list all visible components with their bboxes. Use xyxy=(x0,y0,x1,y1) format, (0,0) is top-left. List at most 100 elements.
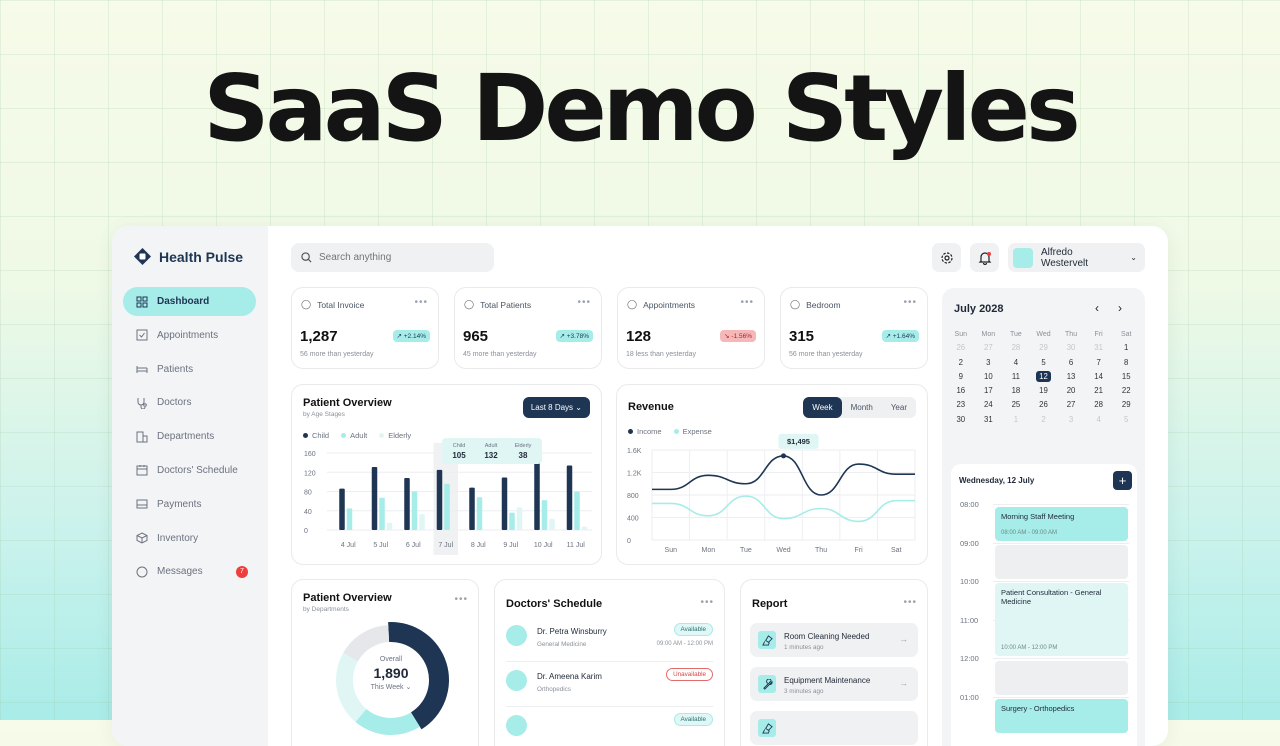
change-badge: ↗ +3.78% xyxy=(555,330,593,342)
calendar-day[interactable]: 28 xyxy=(1085,400,1113,409)
calendar-day[interactable]: 1 xyxy=(1112,343,1140,352)
empty-slot[interactable] xyxy=(995,661,1128,695)
notifications-button[interactable] xyxy=(970,243,999,272)
calendar-day[interactable]: 27 xyxy=(975,343,1003,352)
more-icon[interactable]: ••• xyxy=(454,594,468,605)
sidebar-item-dashboard[interactable]: Dashboard xyxy=(123,287,256,316)
settings-button[interactable] xyxy=(932,243,961,272)
calendar-day[interactable]: 28 xyxy=(1002,343,1030,352)
calendar-day[interactable]: 13 xyxy=(1057,372,1085,381)
calendar-day[interactable]: 27 xyxy=(1057,400,1085,409)
event-block[interactable]: Morning Staff Meeting 08:00 AM - 09:00 AM xyxy=(995,507,1128,541)
calendar-day[interactable]: 24 xyxy=(975,400,1003,409)
sidebar-item-doctors[interactable]: Doctors xyxy=(123,388,256,417)
doctor-row[interactable]: Dr. Ameena Karim Orthopedics Unavailable xyxy=(506,662,713,707)
report-item[interactable] xyxy=(750,711,918,745)
x-tick-label: Thu xyxy=(815,547,827,554)
calendar-day[interactable]: 9 xyxy=(947,372,975,381)
calendar-day[interactable]: 15 xyxy=(1112,372,1140,381)
y-tick-label: 800 xyxy=(627,493,639,500)
doctor-name: Dr. Petra Winsburry xyxy=(537,627,607,636)
legend-swatch xyxy=(628,429,633,434)
report-item[interactable]: Room Cleaning Needed 1 minutes ago → xyxy=(750,623,918,657)
bar-adult xyxy=(541,500,548,530)
sidebar-item-appointments[interactable]: Appointments xyxy=(123,321,256,350)
calendar-day[interactable]: 2 xyxy=(1030,415,1058,424)
report-item[interactable]: Equipment Maintenance 3 minutes ago → xyxy=(750,667,918,701)
calendar-day[interactable]: 25 xyxy=(1002,400,1030,409)
sidebar-item-doctors-schedule[interactable]: Doctors' Schedule xyxy=(123,456,256,485)
calendar-day[interactable]: 23 xyxy=(947,400,975,409)
tab-month[interactable]: Month xyxy=(850,403,873,412)
doctor-row[interactable]: Dr. Petra Winsburry General Medicine Avail… xyxy=(506,617,713,662)
bar-child xyxy=(371,466,378,530)
day-number: 11 xyxy=(1011,371,1020,381)
more-icon[interactable]: ••• xyxy=(903,297,917,308)
calendar-day[interactable]: 20 xyxy=(1057,386,1085,395)
calendar-day[interactable]: 22 xyxy=(1112,386,1140,395)
calendar-day[interactable]: 10 xyxy=(975,372,1003,381)
calendar-day[interactable]: 31 xyxy=(975,415,1003,424)
add-event-button[interactable]: + xyxy=(1113,471,1132,490)
sidebar-item-departments[interactable]: Departments xyxy=(123,422,256,451)
next-month-button[interactable]: › xyxy=(1118,301,1122,315)
calendar-day[interactable]: 1 xyxy=(1002,415,1030,424)
calendar-day[interactable]: 30 xyxy=(1057,343,1085,352)
tab-year[interactable]: Year xyxy=(890,403,907,412)
calendar-day[interactable]: 3 xyxy=(975,358,1003,367)
donut-segment xyxy=(388,622,449,730)
calendar-day[interactable]: 17 xyxy=(975,386,1003,395)
calendar-day[interactable]: 26 xyxy=(947,343,975,352)
prev-month-button[interactable]: ‹ xyxy=(1095,301,1099,315)
x-tick-label: 4 Jul xyxy=(341,542,356,549)
calendar-day[interactable]: 5 xyxy=(1030,358,1058,367)
stat-value: 1,287 xyxy=(300,328,338,345)
period-dropdown[interactable]: This Week ⌄ xyxy=(370,684,412,691)
calendar-day[interactable]: 6 xyxy=(1057,358,1085,367)
more-icon[interactable]: ••• xyxy=(414,297,428,308)
search-input[interactable] xyxy=(319,252,479,263)
calendar-day[interactable]: 3 xyxy=(1057,415,1085,424)
sidebar-item-messages[interactable]: Messages 7 xyxy=(123,557,256,586)
tooltip-label: Adult xyxy=(485,443,498,449)
sidebar-item-inventory[interactable]: Inventory xyxy=(123,524,256,553)
event-block[interactable]: Patient Consultation - General Medicine 1… xyxy=(995,583,1128,656)
calendar-day[interactable]: 14 xyxy=(1085,372,1113,381)
more-icon[interactable]: ••• xyxy=(740,297,754,308)
donut-label: Overall xyxy=(379,656,403,663)
more-icon[interactable]: ••• xyxy=(903,597,917,608)
calendar-day[interactable]: 4 xyxy=(1002,358,1030,367)
search-bar[interactable] xyxy=(291,243,494,272)
y-tick-label: 120 xyxy=(304,470,316,477)
stat-card: ◯ Bedroom ••• 315 ↗ +1.64% 56 more than yeste… xyxy=(780,287,928,369)
calendar-day[interactable]: 7 xyxy=(1085,358,1113,367)
calendar-day[interactable]: 8 xyxy=(1112,358,1140,367)
calendar-day[interactable]: 5 xyxy=(1112,415,1140,424)
range-dropdown[interactable]: Last 8 Days ⌄ xyxy=(522,397,590,418)
event-block[interactable]: Surgery - Orthopedics xyxy=(995,699,1128,733)
calendar-day[interactable]: 29 xyxy=(1112,400,1140,409)
tab-week[interactable]: Week xyxy=(803,397,842,418)
calendar-day[interactable]: 18 xyxy=(1002,386,1030,395)
calendar-day[interactable]: 21 xyxy=(1085,386,1113,395)
sidebar-item-patients[interactable]: Patients xyxy=(123,355,256,384)
empty-slot[interactable] xyxy=(995,545,1128,579)
user-menu[interactable]: Alfredo Westervelt ⌄ xyxy=(1008,243,1145,272)
calendar-day[interactable]: 2 xyxy=(947,358,975,367)
day-number: 1 xyxy=(1013,414,1019,424)
calendar-day[interactable]: 4 xyxy=(1085,415,1113,424)
calendar-day[interactable]: 26 xyxy=(1030,400,1058,409)
calendar-day[interactable]: 30 xyxy=(947,415,975,424)
unread-badge: 7 xyxy=(236,565,248,578)
calendar-day[interactable]: 11 xyxy=(1002,372,1030,381)
calendar-day[interactable]: 16 xyxy=(947,386,975,395)
calendar-day-selected[interactable]: 12 xyxy=(1030,370,1058,382)
sidebar-item-payments[interactable]: Payments xyxy=(123,490,256,519)
doctor-row[interactable]: Available xyxy=(506,707,713,746)
brand-logo[interactable]: Health Pulse xyxy=(134,248,243,265)
calendar-day[interactable]: 31 xyxy=(1085,343,1113,352)
more-icon[interactable]: ••• xyxy=(700,597,714,608)
calendar-day[interactable]: 29 xyxy=(1030,343,1058,352)
calendar-day[interactable]: 19 xyxy=(1030,386,1058,395)
more-icon[interactable]: ••• xyxy=(577,297,591,308)
